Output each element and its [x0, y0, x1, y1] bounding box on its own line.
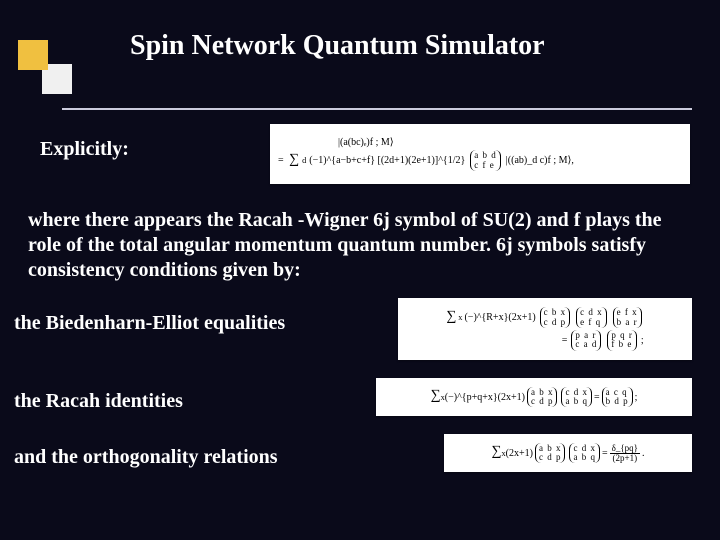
- slide: Spin Network Quantum Simulator Explicitl…: [0, 0, 720, 540]
- formula-biedenharn: ∑ x (−)^{R+x}(2x+1) c b xc d p c d xe f …: [398, 298, 692, 360]
- ket: |((ab)_d c)f ; M⟩,: [506, 155, 574, 166]
- label-orthogonality: and the orthogonality relations: [14, 446, 278, 469]
- sigma-icon: ∑: [492, 444, 502, 460]
- label-biedenharn: the Biedenharn-Elliot equalities: [14, 312, 285, 335]
- formula-main: |(a(bc)ₑ)f ; M⟩ = ∑ d (−1)^{a−b+c+f} [(2…: [270, 124, 690, 184]
- sixj-symbol: a b d c f e: [470, 150, 501, 171]
- formula-orthogonality: ∑ x (2x+1) a b xc d p c d xa b q = δ_{pq…: [444, 434, 692, 472]
- sigma-icon: ∑: [446, 309, 456, 325]
- logo-square-yellow: [18, 40, 48, 70]
- eq-prefix: =: [278, 155, 286, 166]
- formula-main-rhs: = ∑ d (−1)^{a−b+c+f} [(2d+1)(2e+1)]^{1/2…: [278, 150, 574, 171]
- label-explicitly: Explicitly:: [40, 138, 129, 161]
- header: Spin Network Quantum Simulator: [0, 0, 720, 110]
- slide-logo: [18, 40, 74, 96]
- sigma-icon: ∑: [289, 152, 299, 168]
- phase-factor: (−1)^{a−b+c+f} [(2d+1)(2e+1)]^{1/2}: [309, 155, 465, 166]
- title-underline: [62, 108, 692, 110]
- fraction: δ_{pq} (2p+1): [610, 444, 640, 463]
- formula-main-lhs: |(a(bc)ₑ)f ; M⟩: [278, 137, 394, 148]
- sum-sub: d: [302, 156, 306, 165]
- slide-title: Spin Network Quantum Simulator: [130, 30, 720, 62]
- formula-racah: ∑ x (−)^{p+q+x}(2x+1) a b xc d p c d xa …: [376, 378, 692, 416]
- paragraph-main: where there appears the Racah -Wigner 6j…: [28, 208, 692, 283]
- sigma-icon: ∑: [431, 388, 441, 404]
- label-racah: the Racah identities: [14, 390, 183, 413]
